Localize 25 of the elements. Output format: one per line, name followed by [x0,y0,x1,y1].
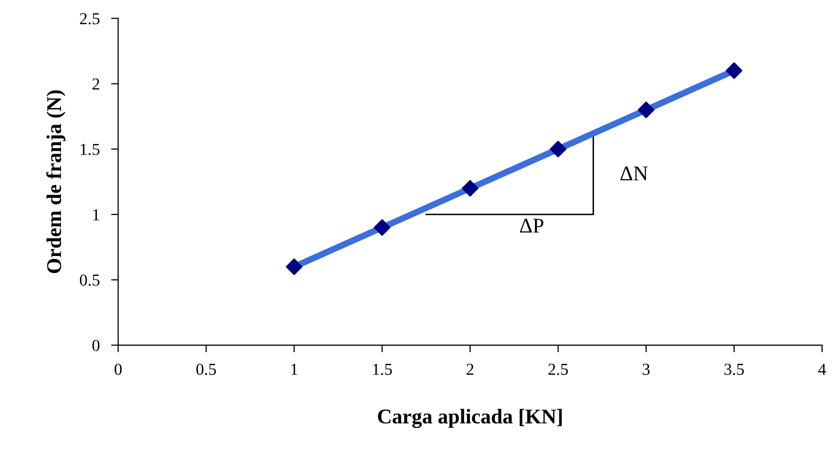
point [550,140,566,158]
x-tick-label: 1.5 [373,364,392,376]
y-tick-label: 2.5 [80,13,100,24]
point [638,102,654,118]
x-tick-label: 1 [291,364,298,375]
x-tick-label: 4 [818,364,826,375]
x-tick-label: 0.5 [196,364,216,376]
y-tick-label: 2 [92,78,100,90]
annotation: ΔN [620,166,648,180]
x-tick-label: 2.5 [548,364,568,376]
y-tick-label: 0 [92,340,100,352]
x-axis-title: Carga aplicada [KN] [378,408,562,428]
x-tick-label: 0 [114,364,122,375]
point [462,180,478,197]
point [374,219,390,236]
x-tick-label: 3 [642,364,650,375]
y-tick-label: 0.5 [80,274,100,286]
point [286,258,302,276]
x-tick-label: 3.5 [724,364,744,376]
x-tick-label: 2 [466,364,474,375]
point [726,62,742,79]
y-axis-title: Ordem de franja (N) [46,90,66,274]
y-tick-label: 1 [93,209,100,220]
y-tick-label: 1.5 [80,144,100,156]
annotation: ΔP [520,218,544,233]
